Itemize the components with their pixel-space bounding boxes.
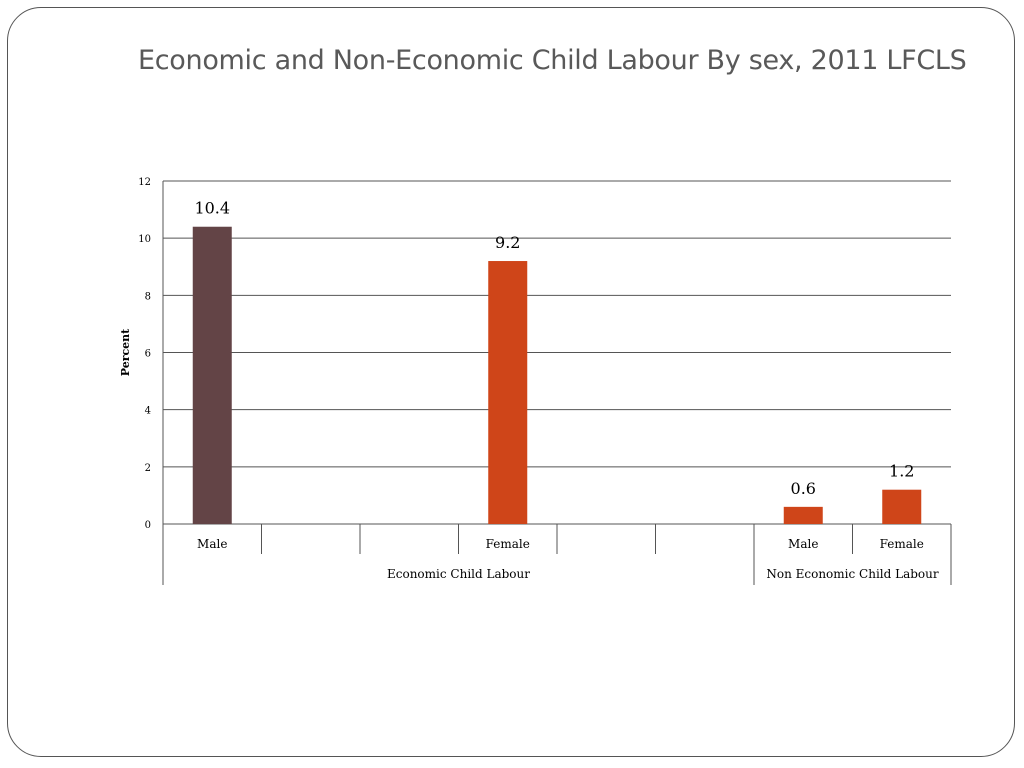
slide-title: Economic and Non-Economic Child Labour B… bbox=[138, 45, 967, 76]
bar bbox=[192, 226, 232, 524]
y-tick-label: 2 bbox=[145, 463, 151, 474]
data-label: 9.2 bbox=[495, 233, 520, 252]
bar bbox=[882, 489, 922, 524]
group-label: Non Economic Child Labour bbox=[766, 567, 939, 581]
y-tick-label: 6 bbox=[145, 349, 151, 360]
bar bbox=[783, 506, 823, 524]
bar bbox=[488, 261, 528, 524]
y-axis-title: Percent bbox=[119, 328, 132, 376]
category-label: Male bbox=[197, 537, 227, 551]
group-label: Economic Child Labour bbox=[387, 567, 530, 581]
data-label: 1.2 bbox=[889, 462, 914, 481]
category-label: Female bbox=[486, 537, 530, 551]
y-tick-label: 10 bbox=[138, 234, 151, 245]
data-label: 0.6 bbox=[791, 479, 816, 498]
category-label: Male bbox=[788, 537, 818, 551]
y-tick-label: 12 bbox=[138, 177, 151, 188]
y-tick-label: 8 bbox=[145, 291, 151, 302]
y-tick-label: 0 bbox=[145, 520, 151, 531]
data-label: 10.4 bbox=[194, 199, 230, 218]
category-label: Female bbox=[880, 537, 924, 551]
y-tick-label: 4 bbox=[145, 406, 151, 417]
